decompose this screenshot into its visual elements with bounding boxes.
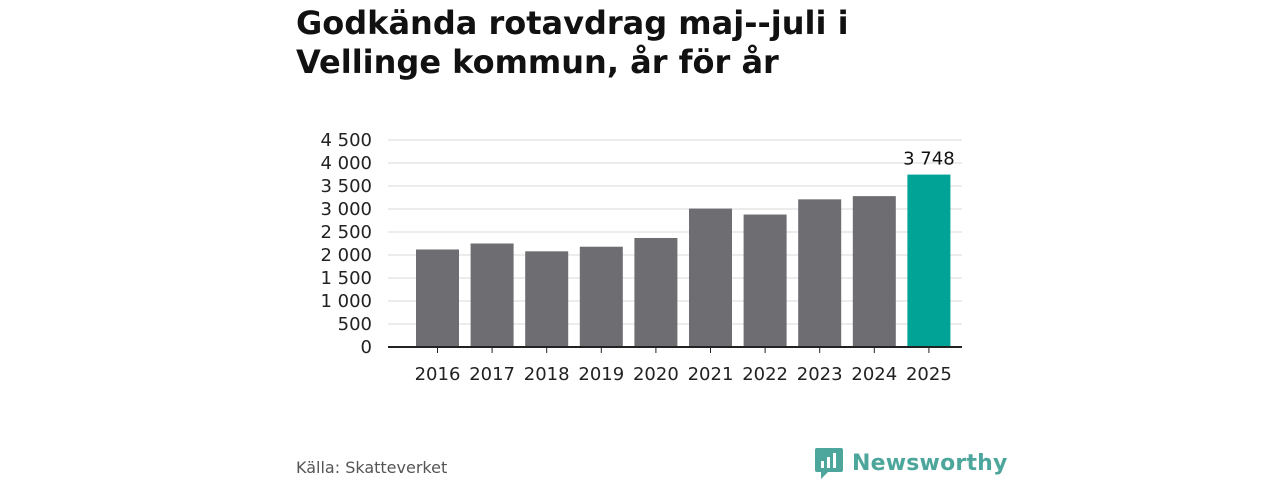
bar — [470, 243, 514, 347]
bar — [579, 246, 623, 347]
y-tick-label: 0 — [361, 337, 372, 358]
x-tick-label: 2020 — [633, 364, 679, 385]
bar — [852, 196, 896, 347]
y-tick-label: 2 000 — [320, 245, 372, 266]
y-tick-label: 3 500 — [320, 176, 372, 197]
y-tick-label: 2 500 — [320, 222, 372, 243]
y-tick-label: 3 000 — [320, 199, 372, 220]
bar — [689, 208, 732, 347]
brand-name: Newsworthy — [852, 450, 1008, 476]
x-tick-label: 2025 — [906, 364, 952, 385]
y-tick-label: 4 000 — [320, 153, 372, 174]
x-tick-label: 2019 — [578, 364, 624, 385]
y-tick-label: 500 — [338, 314, 372, 335]
x-tick-label: 2022 — [742, 364, 788, 385]
bar — [634, 237, 678, 347]
x-tick-label: 2017 — [469, 364, 515, 385]
newsworthy-logo-icon — [815, 448, 843, 479]
bar — [798, 199, 842, 347]
y-tick-label: 4 500 — [320, 130, 372, 151]
bar — [416, 249, 459, 347]
x-tick-label: 2021 — [688, 364, 734, 385]
brand-logo: Newsworthy — [814, 446, 1008, 480]
x-tick-label: 2023 — [797, 364, 843, 385]
x-tick-label: 2024 — [851, 364, 897, 385]
x-tick-label: 2018 — [524, 364, 570, 385]
data-label: 3 748 — [903, 149, 955, 170]
x-tick-label: 2016 — [415, 364, 461, 385]
source-note: Källa: Skatteverket — [296, 458, 448, 477]
chart-title: Godkända rotavdrag maj--juli i Vellinge … — [296, 4, 849, 81]
y-tick-label: 1 500 — [320, 268, 372, 289]
bar — [743, 214, 787, 347]
y-tick-label: 1 000 — [320, 291, 372, 312]
bar — [907, 174, 951, 347]
bar — [525, 251, 569, 347]
